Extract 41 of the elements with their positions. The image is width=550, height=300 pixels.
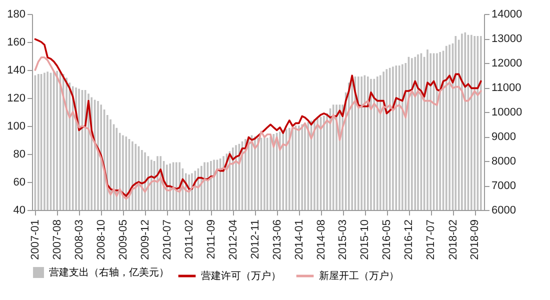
x-tick-label: 2008-03 [74,220,86,260]
x-tick-label: 2013-06 [271,220,284,260]
x-tick-label: 2018-09 [469,220,482,260]
y-tick-label: 80 [13,148,26,160]
x-tick-label: 2014-01 [293,220,306,260]
legend-label: 营建支出（右轴，亿美元） [49,266,169,278]
y2-tick-label: 11000 [492,82,522,94]
x-tick-label: 2017-07 [425,220,438,260]
y2-tick-label: 12000 [492,58,522,70]
x-tick-label: 2012-11 [249,220,262,260]
y2-tick-label: 8000 [492,156,516,168]
legend-label: 营建许可（万户） [201,270,281,282]
x-tick-label: 2016-12 [403,220,416,260]
y-tick-label: 160 [7,36,26,48]
x-tick-label: 2009-12 [140,220,152,260]
y2-tick-label: 10000 [492,106,522,118]
x-tick-label: 2016-05 [381,220,394,260]
y-tick-label: 60 [13,176,26,188]
x-tick-label: 2014-08 [315,220,328,260]
x-tick-label: 2008-10 [96,220,108,260]
x-tick-label: 2007-08 [52,220,64,260]
x-tick-label: 2009-05 [117,220,130,260]
y-tick-label: 40 [13,204,26,216]
x-tick-label: 2010-07 [161,220,174,260]
y2-tick-label: 7000 [492,180,516,192]
x-tick-label: 2011-02 [184,220,196,260]
x-tick-label: 2018-02 [447,220,460,260]
x-tick-label: 2011-09 [205,220,218,260]
y-tick-label: 120 [7,92,26,104]
legend-label: 新屋开工（万户） [319,270,399,282]
y-tick-label: 100 [7,120,26,132]
x-tick-label: 2015-03 [337,220,350,260]
y-tick-label: 140 [7,64,26,76]
y2-tick-label: 13000 [492,33,522,45]
y2-tick-label: 9000 [492,131,516,143]
x-tick-label: 2012-04 [227,220,240,260]
x-tick-label: 2007-01 [30,220,42,260]
x-tick-label: 2015-10 [359,220,372,260]
y2-tick-label: 6000 [492,204,516,216]
y-tick-label: 180 [7,8,26,20]
y2-tick-label: 14000 [492,8,522,20]
